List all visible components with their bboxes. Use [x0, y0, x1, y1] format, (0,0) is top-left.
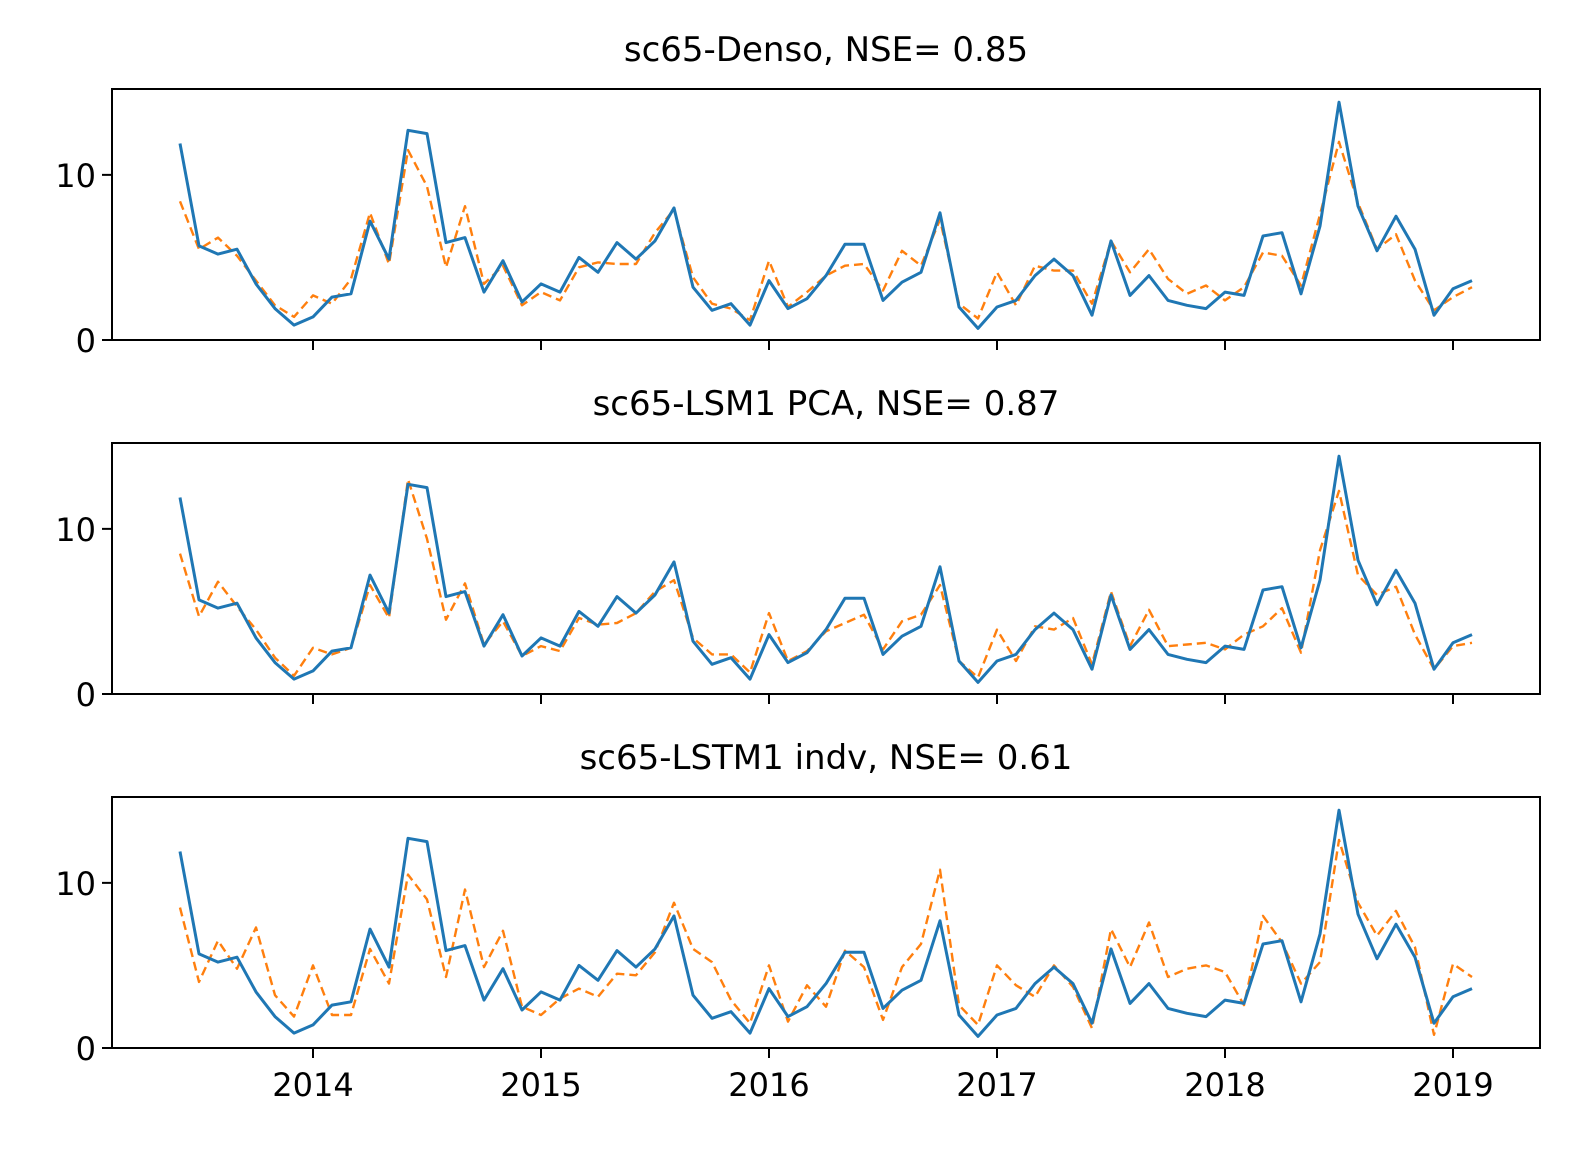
x-tick-label: 2018	[1184, 1066, 1265, 1104]
x-tick-label: 2016	[728, 1066, 809, 1104]
y-tick-label: 10	[55, 157, 96, 195]
y-tick-label: 0	[76, 676, 96, 714]
x-tick-label: 2015	[500, 1066, 581, 1104]
plot-area: 0 10	[55, 100, 1473, 360]
x-tick-label: 2017	[956, 1066, 1037, 1104]
panel-title: sc65-LSM1 PCA, NSE= 0.87	[593, 384, 1060, 424]
observed-series-line	[178, 808, 1473, 1038]
observed-series-line	[178, 454, 1473, 684]
panel-title: sc65-Denso, NSE= 0.85	[624, 30, 1028, 70]
x-tick-label: 2019	[1412, 1066, 1493, 1104]
plot-area: 0 10	[55, 454, 1473, 714]
y-tick-label: 0	[76, 322, 96, 360]
plot-frame	[111, 796, 1541, 1049]
y-tick-label: 10	[55, 865, 96, 903]
y-tick-label: 10	[55, 511, 96, 549]
panel-lstm1-indv: sc65-LSTM1 indv, NSE= 0.61 2014 2015 2016 2…	[55, 738, 1541, 1104]
predicted-series-line	[178, 478, 1473, 679]
plot-area: 2014 2015 2016 2017 2018 2019 0 10	[55, 808, 1494, 1104]
x-tick-label: 2014	[272, 1066, 353, 1104]
panel-title: sc65-LSTM1 indv, NSE= 0.61	[580, 738, 1073, 778]
predicted-series-line	[178, 838, 1473, 1037]
observed-series-line	[178, 100, 1473, 330]
plot-frame	[111, 88, 1541, 341]
panel-denso: sc65-Denso, NSE= 0.85 0 10	[55, 30, 1541, 360]
plot-frame	[111, 442, 1541, 695]
y-tick-label: 0	[76, 1030, 96, 1068]
panel-lsm1-pca: sc65-LSM1 PCA, NSE= 0.87 0 10	[55, 384, 1541, 714]
